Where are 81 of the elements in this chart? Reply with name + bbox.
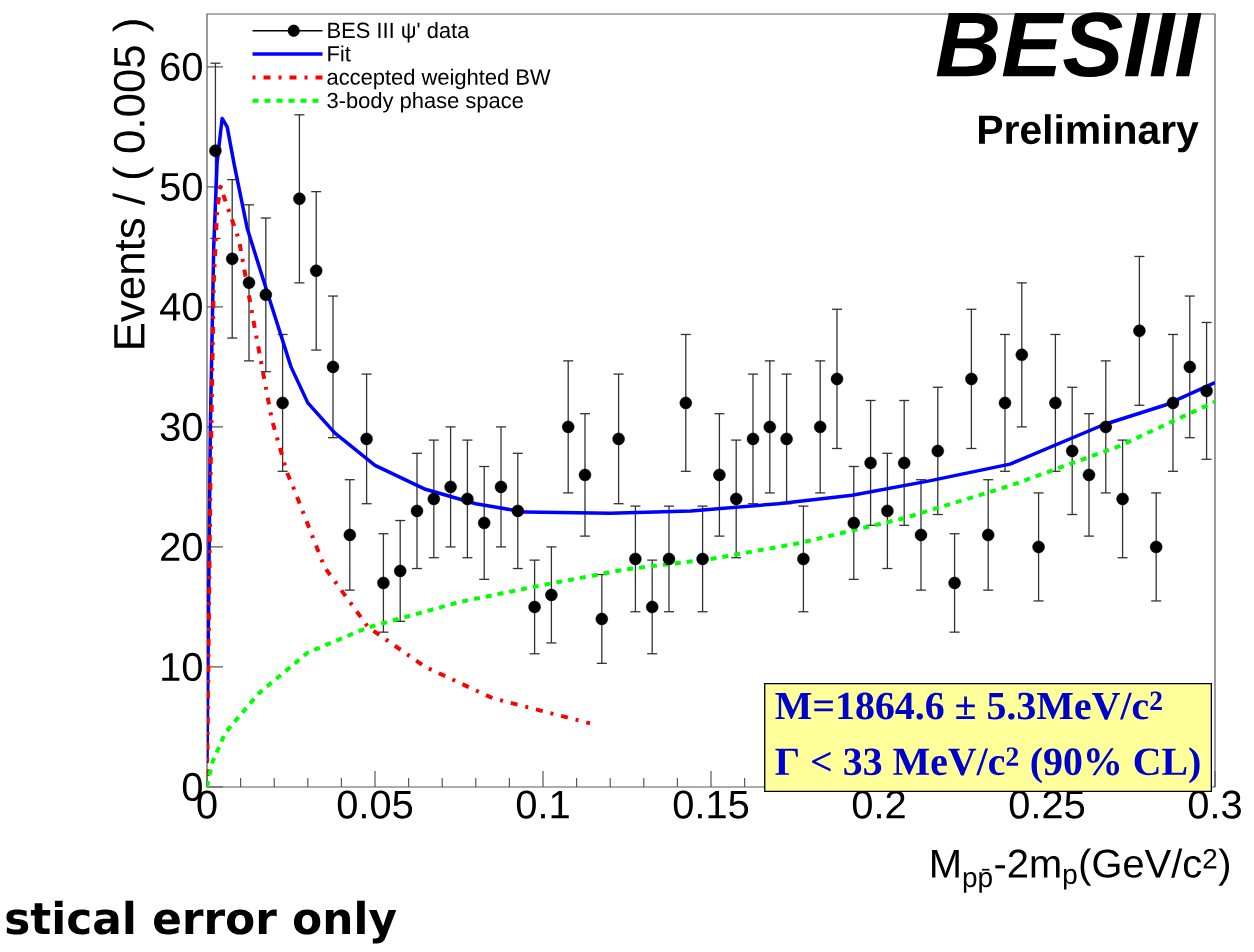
annotation: Γ < 33 MeV/c$^{2}$ (90% CL) — [775, 747, 1200, 784]
y-tick-label: 30 — [160, 412, 202, 441]
point — [679, 396, 692, 410]
annotation: M=1864.6 ± 5.3MeV/c$^{2}$ — [775, 691, 1162, 720]
point — [478, 516, 491, 530]
point — [830, 372, 844, 386]
point — [965, 372, 978, 386]
point — [595, 612, 608, 626]
point — [461, 492, 474, 506]
point — [881, 504, 894, 518]
annotation: Preliminary — [979, 114, 1199, 153]
y-tick-label: 10 — [162, 652, 202, 682]
point — [360, 432, 373, 446]
y-axis-title: Events / ( 0.005 ) — [112, 20, 154, 348]
point — [343, 528, 356, 542]
point — [662, 552, 676, 566]
point — [259, 288, 273, 302]
point — [713, 468, 726, 482]
point — [1183, 360, 1196, 374]
point — [293, 192, 306, 206]
point — [511, 504, 524, 518]
point — [326, 360, 340, 374]
point — [562, 420, 575, 434]
point — [494, 480, 508, 494]
point — [377, 576, 390, 590]
point — [226, 252, 239, 266]
point — [696, 552, 709, 566]
point — [1082, 468, 1096, 482]
point — [897, 456, 911, 470]
x-tick-label: 0.1 — [516, 790, 569, 819]
point — [629, 552, 642, 566]
point — [864, 456, 877, 470]
x-axis-title: M$_{pp̄}$-2m$_{p}$(GeV/c$^{2}$) — [932, 848, 1229, 893]
point — [410, 504, 424, 518]
point — [1166, 396, 1180, 410]
point — [1099, 420, 1112, 434]
point — [998, 396, 1012, 410]
point — [1116, 492, 1129, 506]
point — [981, 528, 995, 542]
text: stical error only — [6, 900, 397, 944]
point — [545, 588, 558, 602]
point — [931, 444, 944, 458]
point — [276, 396, 289, 410]
point — [797, 552, 810, 566]
point — [730, 492, 743, 506]
point — [814, 420, 827, 434]
point — [646, 600, 659, 614]
y-tick-label: 50 — [160, 172, 202, 201]
point — [394, 564, 407, 578]
point — [1065, 444, 1079, 458]
point — [1049, 396, 1062, 410]
point — [444, 480, 457, 494]
y-tick-label: 40 — [160, 292, 202, 321]
point — [427, 492, 440, 506]
point — [914, 528, 928, 542]
point — [847, 516, 860, 530]
point — [1149, 540, 1163, 554]
point — [528, 600, 541, 614]
legend-label: accepted weighted BW — [327, 68, 551, 90]
point — [242, 276, 256, 290]
legend-label: Fit — [328, 45, 351, 62]
point — [209, 144, 222, 158]
point — [612, 432, 625, 446]
point — [780, 432, 793, 446]
y-tick-label: 60 — [161, 52, 202, 81]
annotation: BESIII — [936, 12, 1202, 78]
point — [763, 420, 776, 434]
point — [1032, 540, 1045, 554]
y-tick-label: 20 — [161, 532, 202, 562]
point — [1200, 384, 1213, 398]
legend-label: 3-body phase space — [327, 92, 523, 113]
point — [310, 264, 323, 278]
point — [578, 468, 592, 482]
point — [1015, 348, 1028, 362]
point — [948, 576, 961, 590]
x-tick-label: 0.3 — [1188, 790, 1241, 819]
point — [1133, 324, 1146, 338]
x-tick-label: 0.15 — [673, 790, 749, 819]
x-tick-label: 0.05 — [337, 790, 413, 819]
point — [746, 432, 760, 446]
legend-label: BES III ψ' data — [328, 22, 470, 43]
